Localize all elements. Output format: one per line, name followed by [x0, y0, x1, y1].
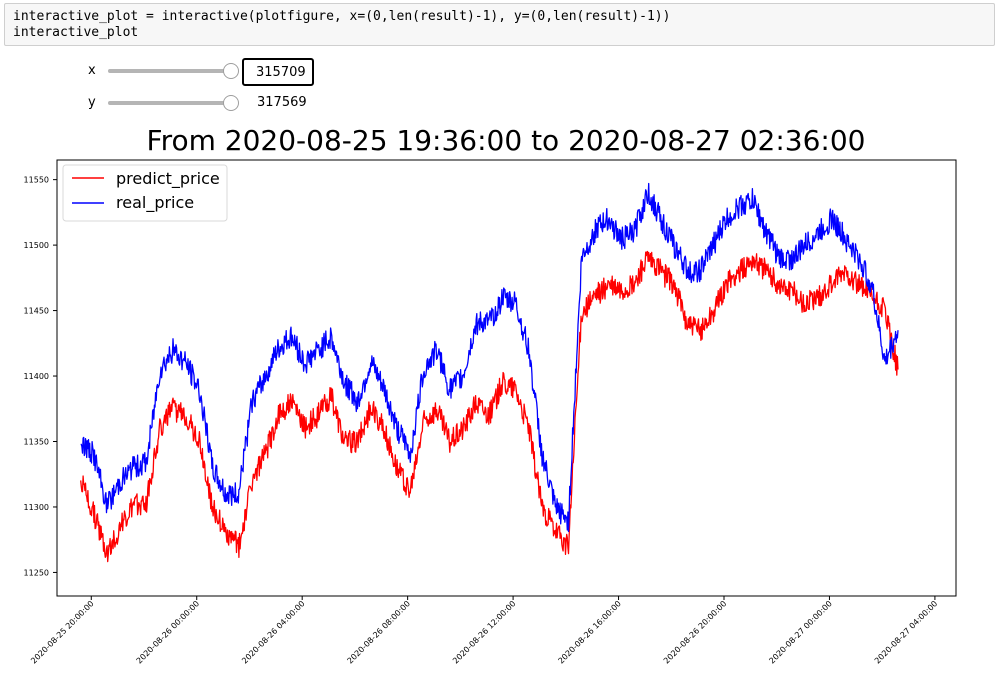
y-tick-label: 11350: [24, 438, 49, 447]
code-cell-input[interactable]: interactive_plot = interactive(plotfigur…: [4, 3, 995, 46]
plot-frame: [56, 159, 957, 597]
legend-predict-label: predict_price: [116, 169, 220, 189]
x-tick-label: 2020-08-27 00:00:00: [767, 599, 833, 665]
code-line-1: interactive_plot = interactive(plotfigur…: [13, 9, 671, 24]
series-lines: [80, 182, 899, 563]
y-tick-label: 11400: [24, 372, 49, 381]
legend-real-label: real_price: [116, 193, 194, 213]
x-value-input[interactable]: 315709: [242, 58, 314, 86]
x-tick-label: 2020-08-26 12:00:00: [451, 599, 517, 665]
y-slider-label: y: [88, 95, 96, 110]
x-tick-label: 2020-08-26 08:00:00: [346, 599, 412, 665]
x-tick-label: 2020-08-26 16:00:00: [557, 599, 623, 665]
x-slider-track[interactable]: [108, 69, 232, 73]
y-tick-label: 11450: [24, 307, 49, 316]
x-tick-label: 2020-08-26 04:00:00: [240, 599, 306, 665]
y-axis: 11250 11300 11350 11400 11450 11500 11550: [24, 176, 57, 577]
code-line-2: interactive_plot: [13, 25, 139, 40]
x-tick-label: 2020-08-27 04:00:00: [873, 599, 939, 665]
y-value-readout[interactable]: 317569: [257, 95, 307, 110]
legend: predict_price real_price: [62, 164, 228, 222]
x-tick-label: 2020-08-26 00:00:00: [135, 599, 201, 665]
legend-box: [62, 164, 228, 222]
y-tick-label: 11550: [24, 176, 49, 185]
price-chart: From 2020-08-25 19:36:00 to 2020-08-27 0…: [24, 124, 957, 665]
x-tick-label: 2020-08-26 20:00:00: [662, 599, 728, 665]
chart-title: From 2020-08-25 19:36:00 to 2020-08-27 0…: [147, 124, 866, 157]
x-slider-label: x: [88, 63, 96, 78]
y-tick-label: 11500: [24, 241, 49, 250]
y-slider-track[interactable]: [108, 101, 232, 105]
y-tick-label: 11250: [24, 568, 49, 577]
x-axis: 2020-08-25 20:00:00 2020-08-26 00:00:00 20…: [29, 596, 939, 665]
x-tick-label: 2020-08-25 20:00:00: [29, 599, 95, 665]
y-slider-handle[interactable]: [223, 95, 239, 111]
y-tick-label: 11300: [24, 503, 49, 512]
real-price-line: [80, 182, 899, 533]
x-slider-handle[interactable]: [223, 63, 239, 79]
predict-price-line: [80, 250, 899, 563]
